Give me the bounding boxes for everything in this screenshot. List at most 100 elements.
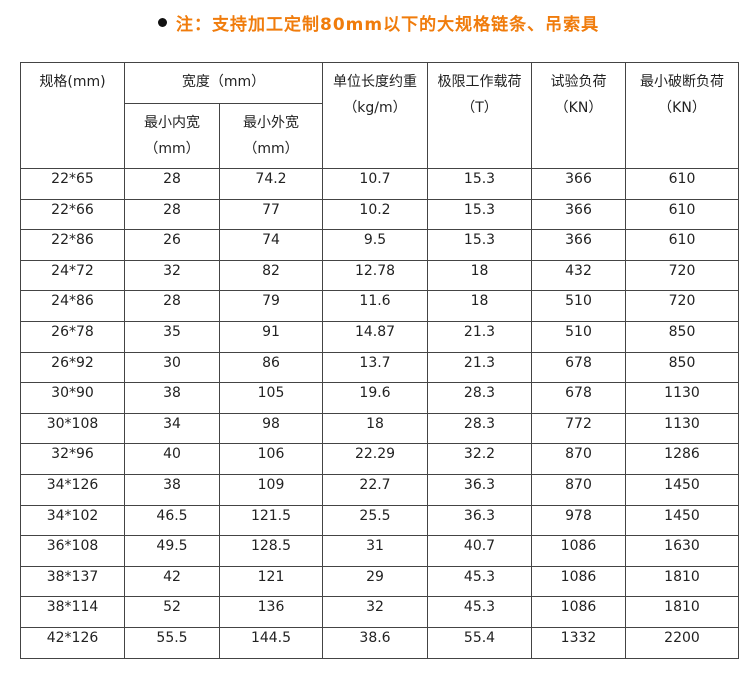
cell-spec: 30*108 (20, 412, 125, 445)
cell-proof-load: 978 (531, 504, 626, 537)
cell-inner-width: 32 (124, 259, 220, 292)
cell-outer-width: 86 (219, 351, 323, 384)
cell-wll: 32.2 (427, 443, 532, 475)
header-wll: 极限工作载荷 （T） (427, 62, 532, 169)
cell-inner-width: 28 (124, 290, 220, 322)
cell-weight: 22.29 (322, 443, 428, 475)
cell-breaking-load: 610 (625, 229, 739, 261)
table-row: 30*90 38 105 19.6 28.3 678 1130 (20, 382, 739, 414)
cell-outer-width: 144.5 (219, 626, 323, 659)
cell-wll: 28.3 (427, 382, 532, 414)
cell-wll: 28.3 (427, 412, 532, 445)
cell-wll: 36.3 (427, 473, 532, 506)
cell-weight: 22.7 (322, 473, 428, 506)
cell-breaking-load: 1286 (625, 443, 739, 475)
cell-spec: 30*90 (20, 382, 125, 414)
table-row: 24*72 32 82 12.78 18 432 720 (20, 259, 739, 292)
cell-weight: 18 (322, 412, 428, 445)
table-row: 32*96 40 106 22.29 32.2 870 1286 (20, 443, 739, 475)
spec-table: 规格(mm) 宽度（mm） 单位长度约重 （kg/m） 极限工作载荷 （T） 试验负… (20, 62, 739, 659)
table-row: 30*108 34 98 18 28.3 772 1130 (20, 412, 739, 445)
cell-wll: 55.4 (427, 626, 532, 659)
cell-spec: 38*114 (20, 596, 125, 628)
cell-outer-width: 98 (219, 412, 323, 445)
cell-inner-width: 35 (124, 320, 220, 353)
cell-proof-load: 870 (531, 443, 626, 475)
table-row: 22*66 28 77 10.2 15.3 366 610 (20, 198, 739, 231)
cell-weight: 32 (322, 596, 428, 628)
cell-inner-width: 38 (124, 382, 220, 414)
cell-breaking-load: 610 (625, 198, 739, 231)
cell-inner-width: 40 (124, 443, 220, 475)
cell-outer-width: 74.2 (219, 168, 323, 200)
cell-outer-width: 79 (219, 290, 323, 322)
cell-inner-width: 30 (124, 351, 220, 384)
cell-proof-load: 510 (531, 320, 626, 353)
header-width: 宽度（mm） (124, 62, 323, 104)
cell-wll: 45.3 (427, 596, 532, 628)
cell-weight: 10.7 (322, 168, 428, 200)
table-row: 22*65 28 74.2 10.7 15.3 366 610 (20, 168, 739, 200)
table-row: 34*126 38 109 22.7 36.3 870 1450 (20, 473, 739, 506)
cell-weight: 19.6 (322, 382, 428, 414)
cell-outer-width: 74 (219, 229, 323, 261)
cell-spec: 34*102 (20, 504, 125, 537)
cell-weight: 9.5 (322, 229, 428, 261)
cell-outer-width: 121.5 (219, 504, 323, 537)
table-row: 42*126 55.5 144.5 38.6 55.4 1332 2200 (20, 626, 739, 659)
cell-outer-width: 106 (219, 443, 323, 475)
cell-wll: 45.3 (427, 565, 532, 598)
cell-spec: 36*108 (20, 535, 125, 567)
cell-spec: 26*78 (20, 320, 125, 353)
cell-proof-load: 870 (531, 473, 626, 506)
cell-proof-load: 1086 (531, 596, 626, 628)
cell-proof-load: 366 (531, 168, 626, 200)
table-row: 36*108 49.5 128.5 31 40.7 1086 1630 (20, 535, 739, 567)
cell-weight: 13.7 (322, 351, 428, 384)
cell-outer-width: 91 (219, 320, 323, 353)
cell-inner-width: 38 (124, 473, 220, 506)
cell-breaking-load: 1450 (625, 473, 739, 506)
cell-breaking-load: 720 (625, 259, 739, 292)
cell-breaking-load: 2200 (625, 626, 739, 659)
cell-breaking-load: 1130 (625, 382, 739, 414)
cell-weight: 38.6 (322, 626, 428, 659)
cell-spec: 24*86 (20, 290, 125, 322)
bullet-icon (158, 17, 167, 27)
cell-inner-width: 28 (124, 168, 220, 200)
cell-breaking-load: 850 (625, 320, 739, 353)
cell-proof-load: 678 (531, 351, 626, 384)
cell-breaking-load: 720 (625, 290, 739, 322)
cell-proof-load: 366 (531, 229, 626, 261)
cell-wll: 15.3 (427, 198, 532, 231)
cell-weight: 31 (322, 535, 428, 567)
cell-weight: 14.87 (322, 320, 428, 353)
cell-proof-load: 432 (531, 259, 626, 292)
cell-wll: 18 (427, 290, 532, 322)
cell-wll: 21.3 (427, 351, 532, 384)
cell-spec: 22*86 (20, 229, 125, 261)
cell-spec: 38*137 (20, 565, 125, 598)
cell-outer-width: 77 (219, 198, 323, 231)
cell-inner-width: 28 (124, 198, 220, 231)
cell-wll: 36.3 (427, 504, 532, 537)
cell-inner-width: 26 (124, 229, 220, 261)
cell-proof-load: 678 (531, 382, 626, 414)
cell-spec: 26*92 (20, 351, 125, 384)
cell-inner-width: 42 (124, 565, 220, 598)
cell-wll: 15.3 (427, 229, 532, 261)
cell-proof-load: 772 (531, 412, 626, 445)
table-row: 22*86 26 74 9.5 15.3 366 610 (20, 229, 739, 261)
cell-proof-load: 366 (531, 198, 626, 231)
cell-proof-load: 1332 (531, 626, 626, 659)
cell-breaking-load: 1130 (625, 412, 739, 445)
cell-weight: 11.6 (322, 290, 428, 322)
cell-breaking-load: 1810 (625, 565, 739, 598)
header-inner: 最小内宽 （mm） (124, 103, 220, 169)
header-weight: 单位长度约重 （kg/m） (322, 62, 428, 169)
cell-outer-width: 128.5 (219, 535, 323, 567)
cell-outer-width: 105 (219, 382, 323, 414)
header-proof: 试验负荷 （KN） (531, 62, 626, 169)
cell-wll: 40.7 (427, 535, 532, 567)
cell-spec: 34*126 (20, 473, 125, 506)
